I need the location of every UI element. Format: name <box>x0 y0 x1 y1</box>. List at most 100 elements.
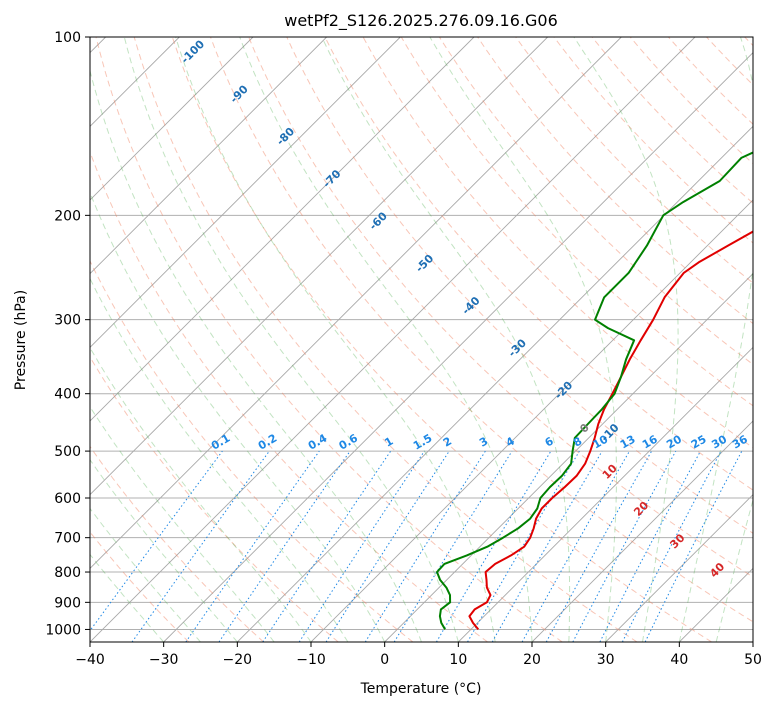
mixing-ratio-label: 20 <box>664 432 684 451</box>
x-tick-label: −10 <box>296 652 326 668</box>
moist-adiabat-line <box>90 507 201 642</box>
isotherm-line <box>531 420 753 642</box>
mixing-ratio-line <box>393 450 513 642</box>
isotherm-line <box>679 567 753 642</box>
dry-adiabat-line <box>210 37 753 623</box>
isotherm-line <box>752 641 753 642</box>
mixing-ratio-line <box>435 450 552 642</box>
dry-adiabat-line <box>553 37 753 244</box>
y-tick-label: 500 <box>54 444 81 460</box>
mixing-ratio-line <box>545 450 653 642</box>
dry-adiabat-line <box>744 37 753 47</box>
moist-adiabat-line <box>90 458 238 642</box>
x-tick-label: 0 <box>380 652 389 668</box>
mixing-ratio-label: 36 <box>730 432 750 451</box>
dry-adiabat-line <box>591 37 753 204</box>
mixing-ratio-label: 25 <box>689 433 709 452</box>
dry-adiabat-label: -90 <box>228 82 251 105</box>
dry-adiabat-label: -40 <box>459 294 482 317</box>
dry-adiabat-line <box>95 37 563 642</box>
moist-adiabat-line <box>573 37 679 642</box>
mixing-ratio-label: 1.5 <box>411 432 434 453</box>
moist-adiabat-label: 30 <box>667 531 687 551</box>
isotherm-line <box>90 37 401 348</box>
moist-adiabat-label: 20 <box>631 499 651 519</box>
mixing-ratio-line <box>262 450 392 642</box>
dry-adiabat-line <box>668 37 753 125</box>
y-tick-label: 1000 <box>45 622 81 638</box>
mixing-ratio-line <box>298 450 425 642</box>
dry-adiabat-line <box>90 150 488 642</box>
plot-frame <box>89 36 754 643</box>
moist-adiabat-line <box>90 346 312 642</box>
mixing-ratio-line <box>572 450 677 642</box>
y-tick-label: 300 <box>54 313 81 329</box>
dry-adiabat-label: -50 <box>413 252 436 275</box>
chart-title: wetPf2_S126.2025.276.09.16.G06 <box>284 11 558 31</box>
moist-adiabat-line <box>678 37 753 642</box>
x-tick-label: 30 <box>597 652 615 668</box>
dry-adiabat-label: -30 <box>506 336 529 359</box>
isotherm-line <box>384 273 753 642</box>
y-tick-label: 600 <box>54 491 81 507</box>
moist-adiabat-label: 40 <box>707 560 727 580</box>
dry-adiabat-label: -80 <box>274 125 297 148</box>
isotherm-line <box>90 37 548 496</box>
mixing-ratio-line <box>599 450 701 642</box>
isotherm-line <box>458 346 753 642</box>
moist-adiabat-line <box>321 37 571 642</box>
dry-adiabat-label: -60 <box>367 209 390 232</box>
x-tick-label: −30 <box>149 652 179 668</box>
y-tick-label: 400 <box>54 387 81 403</box>
mixing-ratio-label: 0.2 <box>256 432 279 453</box>
dry-adiabat-line <box>90 356 339 642</box>
moist-adiabat-line <box>90 277 349 642</box>
dry-adiabat-label: -20 <box>552 379 575 402</box>
isotherm-line <box>605 494 753 642</box>
dry-adiabat-line <box>324 37 753 491</box>
dry-adiabat-label: -100 <box>179 37 208 66</box>
isotherm-line <box>310 199 753 642</box>
dry-adiabat-line <box>248 37 753 578</box>
mixing-ratio-label: 0.1 <box>209 432 232 453</box>
dry-adiabat-line <box>90 445 264 642</box>
mixing-ratio-label: 0.4 <box>306 431 330 452</box>
y-tick-label: 900 <box>54 595 81 611</box>
isotherm-line <box>163 52 753 642</box>
mixing-ratio-label: 13 <box>618 433 638 452</box>
moist-adiabat-line <box>123 37 459 642</box>
mixing-ratio-line <box>218 450 351 642</box>
dry-adiabat-line <box>515 37 753 284</box>
mixing-ratio-label: 3 <box>477 435 490 450</box>
mixing-ratio-line <box>364 450 486 642</box>
mixing-ratio-label: 16 <box>640 432 660 451</box>
isotherm-line <box>90 37 254 201</box>
moist-adiabat-label: 10 <box>600 461 620 481</box>
isotherm-line <box>237 125 753 642</box>
dry-adiabat-line <box>90 259 414 642</box>
x-axis-label: Temperature (°C) <box>360 681 482 697</box>
y-tick-label: 700 <box>54 531 81 547</box>
moist-adiabat-line <box>239 37 533 642</box>
y-tick-label: 100 <box>54 30 81 46</box>
dry-adiabat-line <box>286 37 753 534</box>
x-tick-label: 40 <box>670 652 688 668</box>
x-tick-label: 50 <box>744 652 762 668</box>
x-tick-label: −20 <box>223 652 253 668</box>
moist-adiabat-line <box>90 553 165 642</box>
moist-adiabat-line <box>715 498 753 642</box>
y-tick-label: 800 <box>54 565 81 581</box>
mixing-ratio-label: 30 <box>709 432 729 451</box>
mixing-ratio-line <box>185 450 320 642</box>
moist-adiabat-line <box>175 37 496 642</box>
x-tick-label: −40 <box>75 652 105 668</box>
background-lines <box>90 37 753 642</box>
dry-adiabat-line <box>171 37 712 642</box>
isotherm-line <box>90 37 696 642</box>
mixing-ratio-line <box>131 450 270 642</box>
dry-adiabat-line <box>706 37 753 86</box>
mixing-ratio-line <box>644 450 743 642</box>
dewpoint-profile-line <box>436 151 753 630</box>
y-axis-label: Pressure (hPa) <box>13 290 29 390</box>
isotherm-line <box>90 37 475 422</box>
